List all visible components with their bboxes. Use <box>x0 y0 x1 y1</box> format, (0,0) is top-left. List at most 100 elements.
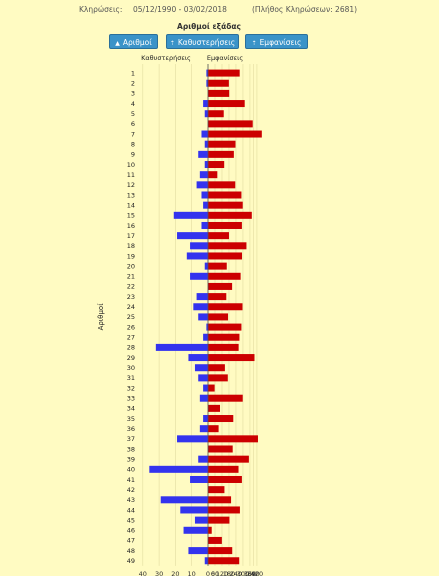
appearance-bar <box>208 516 230 524</box>
row-label: 29 <box>127 354 135 362</box>
sort-by-appearances-button[interactable]: ⇡ Εμφανίσεις <box>245 34 308 49</box>
appearance-bar <box>208 333 240 341</box>
delay-bar <box>180 506 208 514</box>
row-label: 2 <box>131 80 135 88</box>
appearance-bar <box>208 100 245 108</box>
appearance-bar <box>208 465 239 473</box>
delay-bar <box>198 455 208 463</box>
x-tick-label: 240 <box>230 570 242 576</box>
y-axis-label: Αριθμοί <box>97 303 105 331</box>
row-label: 25 <box>127 313 135 321</box>
delay-bar <box>188 547 208 555</box>
appearance-bar <box>208 557 240 565</box>
x-tick-label: 120 <box>216 570 228 576</box>
appearance-bar <box>208 475 242 483</box>
row-label: 10 <box>127 161 135 169</box>
appearance-bar <box>208 384 215 392</box>
delay-bar <box>203 201 208 209</box>
x-tick-label: 30 <box>155 570 163 576</box>
appearance-bar <box>208 130 262 138</box>
row-label: 9 <box>131 151 135 159</box>
appearance-bar <box>208 425 219 433</box>
row-label: 31 <box>127 374 135 382</box>
delay-bar <box>160 496 208 504</box>
row-label: 33 <box>127 395 135 403</box>
delay-bar <box>201 191 208 199</box>
appearance-bar <box>208 323 242 331</box>
appearance-bar <box>208 496 232 504</box>
x-tick-label: 180 <box>223 570 235 576</box>
appearance-bar <box>208 161 225 169</box>
legend-appearances: Εμφανίσεις <box>207 54 243 62</box>
appearance-bar <box>208 445 233 453</box>
triangle-up-icon: ▲ <box>115 40 120 47</box>
row-label: 8 <box>131 141 135 149</box>
row-label: 37 <box>127 435 135 443</box>
x-tick-label: 60 <box>211 570 219 576</box>
appearance-bar <box>208 486 225 494</box>
x-tick-label: 20 <box>171 570 179 576</box>
sort-by-number-button[interactable]: ▲ Αριθμοί <box>109 34 158 49</box>
delay-bar <box>190 242 208 250</box>
delay-bar <box>196 181 208 189</box>
appearance-bar <box>208 181 236 189</box>
row-label: 19 <box>127 252 135 260</box>
sort-up-icon: ⇡ <box>251 40 257 47</box>
appearance-bar <box>208 191 242 199</box>
appearance-bar <box>208 282 233 290</box>
row-label: 12 <box>127 181 135 189</box>
x-tick-label: 360 <box>244 570 256 576</box>
appearance-bar <box>208 404 220 412</box>
row-label: 32 <box>127 384 135 392</box>
row-label: 39 <box>127 455 135 463</box>
appearance-bar <box>208 262 227 270</box>
sort-up-icon: ⇡ <box>169 40 175 47</box>
x-tick-label: 40 <box>139 570 147 576</box>
delay-bar <box>194 364 208 372</box>
delay-bar <box>188 354 208 362</box>
appearance-bar <box>208 211 252 219</box>
row-label: 7 <box>131 130 135 138</box>
delay-bar <box>203 415 208 423</box>
appearance-bar <box>208 89 230 97</box>
appearance-bar <box>208 201 243 209</box>
appearance-bar <box>208 354 255 362</box>
sort-by-appearances-label: Εμφανίσεις <box>259 38 302 47</box>
row-label: 49 <box>127 557 135 565</box>
appearance-bar <box>208 252 243 260</box>
delay-bar <box>198 150 208 158</box>
delay-bar <box>206 323 208 331</box>
row-label: 35 <box>127 415 135 423</box>
row-label: 23 <box>127 293 135 301</box>
row-label: 44 <box>127 506 135 514</box>
row-label: 48 <box>127 547 135 555</box>
delay-bar <box>198 374 208 382</box>
row-label: 22 <box>127 283 135 291</box>
row-label: 5 <box>131 110 135 118</box>
delay-bar <box>177 435 208 443</box>
row-label: 16 <box>127 222 135 230</box>
delay-bar <box>204 262 208 270</box>
row-label: 14 <box>127 201 135 209</box>
appearance-bar <box>208 150 234 158</box>
row-label: 45 <box>127 516 135 524</box>
legend-delays: Καθυστερήσεις <box>141 54 191 62</box>
appearance-bar <box>208 435 258 443</box>
delay-bar <box>199 171 208 179</box>
draws-total: (Πλήθος Κληρώσεων: 2681) <box>252 5 358 14</box>
appearance-bar <box>208 69 240 77</box>
appearance-bar <box>208 232 229 240</box>
delay-bar <box>206 79 208 87</box>
row-label: 13 <box>127 191 135 199</box>
row-label: 15 <box>127 212 135 220</box>
row-label: 27 <box>127 334 135 342</box>
sort-by-delays-button[interactable]: ⇡ Καθυστερήσεις <box>166 34 239 49</box>
row-label: 43 <box>127 496 135 504</box>
row-label: 28 <box>127 344 135 352</box>
delay-bar <box>193 303 208 311</box>
row-label: 20 <box>127 262 135 270</box>
appearance-bar <box>208 536 222 544</box>
appearance-bar <box>208 272 241 280</box>
row-label: 17 <box>127 232 135 240</box>
